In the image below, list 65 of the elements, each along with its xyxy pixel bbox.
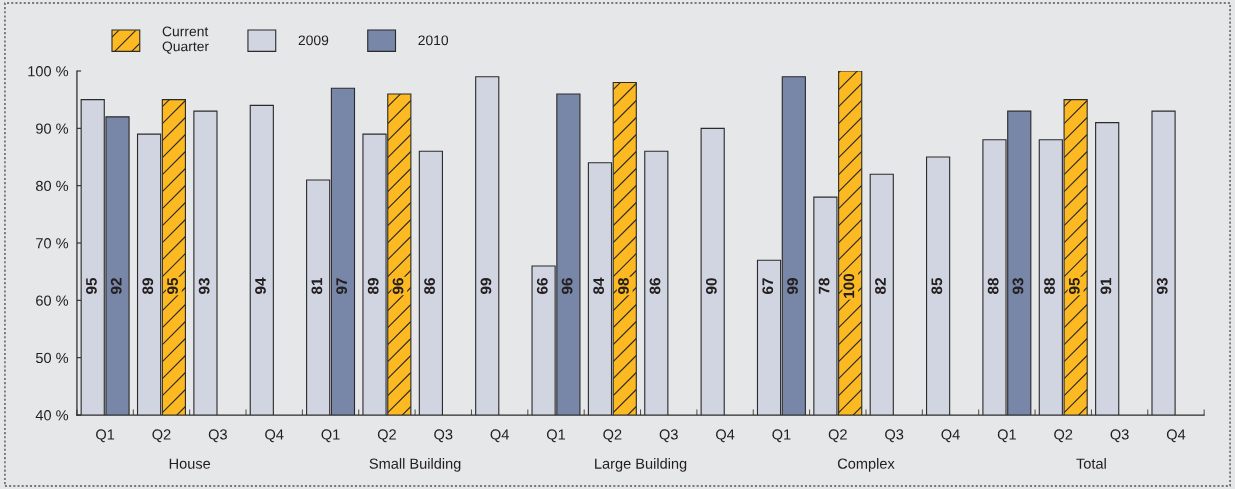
data-label: 99 — [787, 278, 798, 294]
data-label: 95 — [1068, 277, 1080, 294]
x-tick-label: Q3 — [885, 429, 904, 443]
x-tick-label: Q1 — [321, 429, 340, 443]
text: Complex — [837, 458, 895, 472]
x-tick-label: Q4 — [941, 429, 960, 443]
data-label: 96 — [392, 278, 404, 294]
data-label: 100 — [843, 273, 855, 298]
data-label: 86 — [424, 278, 435, 295]
y-tick-label: 50 % — [35, 352, 69, 364]
y-tick-label: 40 % — [35, 410, 69, 421]
data-label: 90 — [705, 278, 717, 294]
x-tick-label: Q4 — [1166, 429, 1186, 443]
data-label: 95 — [167, 277, 178, 294]
data-label: 93 — [198, 278, 210, 294]
data-label: 98 — [618, 277, 629, 294]
text: Total — [1076, 458, 1106, 469]
x-tick-label: Q1 — [772, 429, 791, 443]
data-label: 97 — [336, 278, 348, 294]
x-tick-label: Q3 — [659, 429, 678, 443]
data-label: 88 — [1044, 277, 1055, 295]
y-tick-label: 80 % — [36, 180, 69, 192]
data-label: 85 — [931, 277, 943, 295]
text: Large Building — [595, 458, 687, 472]
y-tick-label: 100 % — [28, 66, 69, 77]
data-label: 89 — [367, 278, 379, 295]
x-tick-label: Q2 — [603, 429, 622, 443]
y-tick-label: 70 % — [36, 238, 69, 249]
legend-label: 2010 — [418, 35, 449, 46]
data-label: 92 — [110, 278, 122, 294]
x-tick-label: Q2 — [152, 429, 171, 443]
x-tick-label: Q4 — [716, 429, 735, 443]
data-label: 82 — [875, 278, 886, 295]
data-label: 66 — [536, 278, 548, 294]
data-label: 95 — [86, 277, 97, 294]
x-tick-label: Q1 — [96, 429, 115, 443]
data-label: 93 — [1156, 278, 1168, 294]
data-label: 94 — [255, 277, 266, 294]
data-label: 89 — [142, 278, 154, 295]
data-label: 93 — [1012, 278, 1024, 294]
data-label: 91 — [1100, 277, 1112, 294]
x-tick-label: Q1 — [997, 429, 1016, 443]
data-label: 81 — [311, 277, 323, 295]
data-label: 78 — [818, 277, 830, 294]
data-label: 99 — [480, 278, 492, 294]
x-tick-label: Q2 — [377, 429, 396, 443]
data-label: 88 — [987, 277, 999, 295]
text: House — [169, 458, 211, 469]
x-tick-label: Q3 — [208, 429, 227, 443]
y-tick-label: 90 % — [36, 123, 69, 134]
data-label: 84 — [593, 277, 605, 295]
x-tick-label: Q4 — [490, 429, 509, 443]
data-label: 96 — [561, 278, 573, 294]
x-tick-label: Q2 — [1054, 429, 1073, 443]
legend-label: 2009 — [298, 35, 329, 46]
x-tick-label: Q3 — [1110, 429, 1129, 443]
data-label: 67 — [762, 278, 774, 294]
x-tick-label: Q3 — [434, 429, 453, 443]
y-tick-label: 60 % — [36, 295, 69, 306]
legend-label: Current Quarter — [162, 26, 209, 54]
x-tick-label: Q1 — [546, 429, 566, 443]
x-tick-label: Q2 — [828, 429, 847, 443]
text: Small Building — [369, 458, 461, 472]
x-tick-label: Q4 — [265, 429, 284, 443]
data-label: 86 — [649, 278, 661, 295]
